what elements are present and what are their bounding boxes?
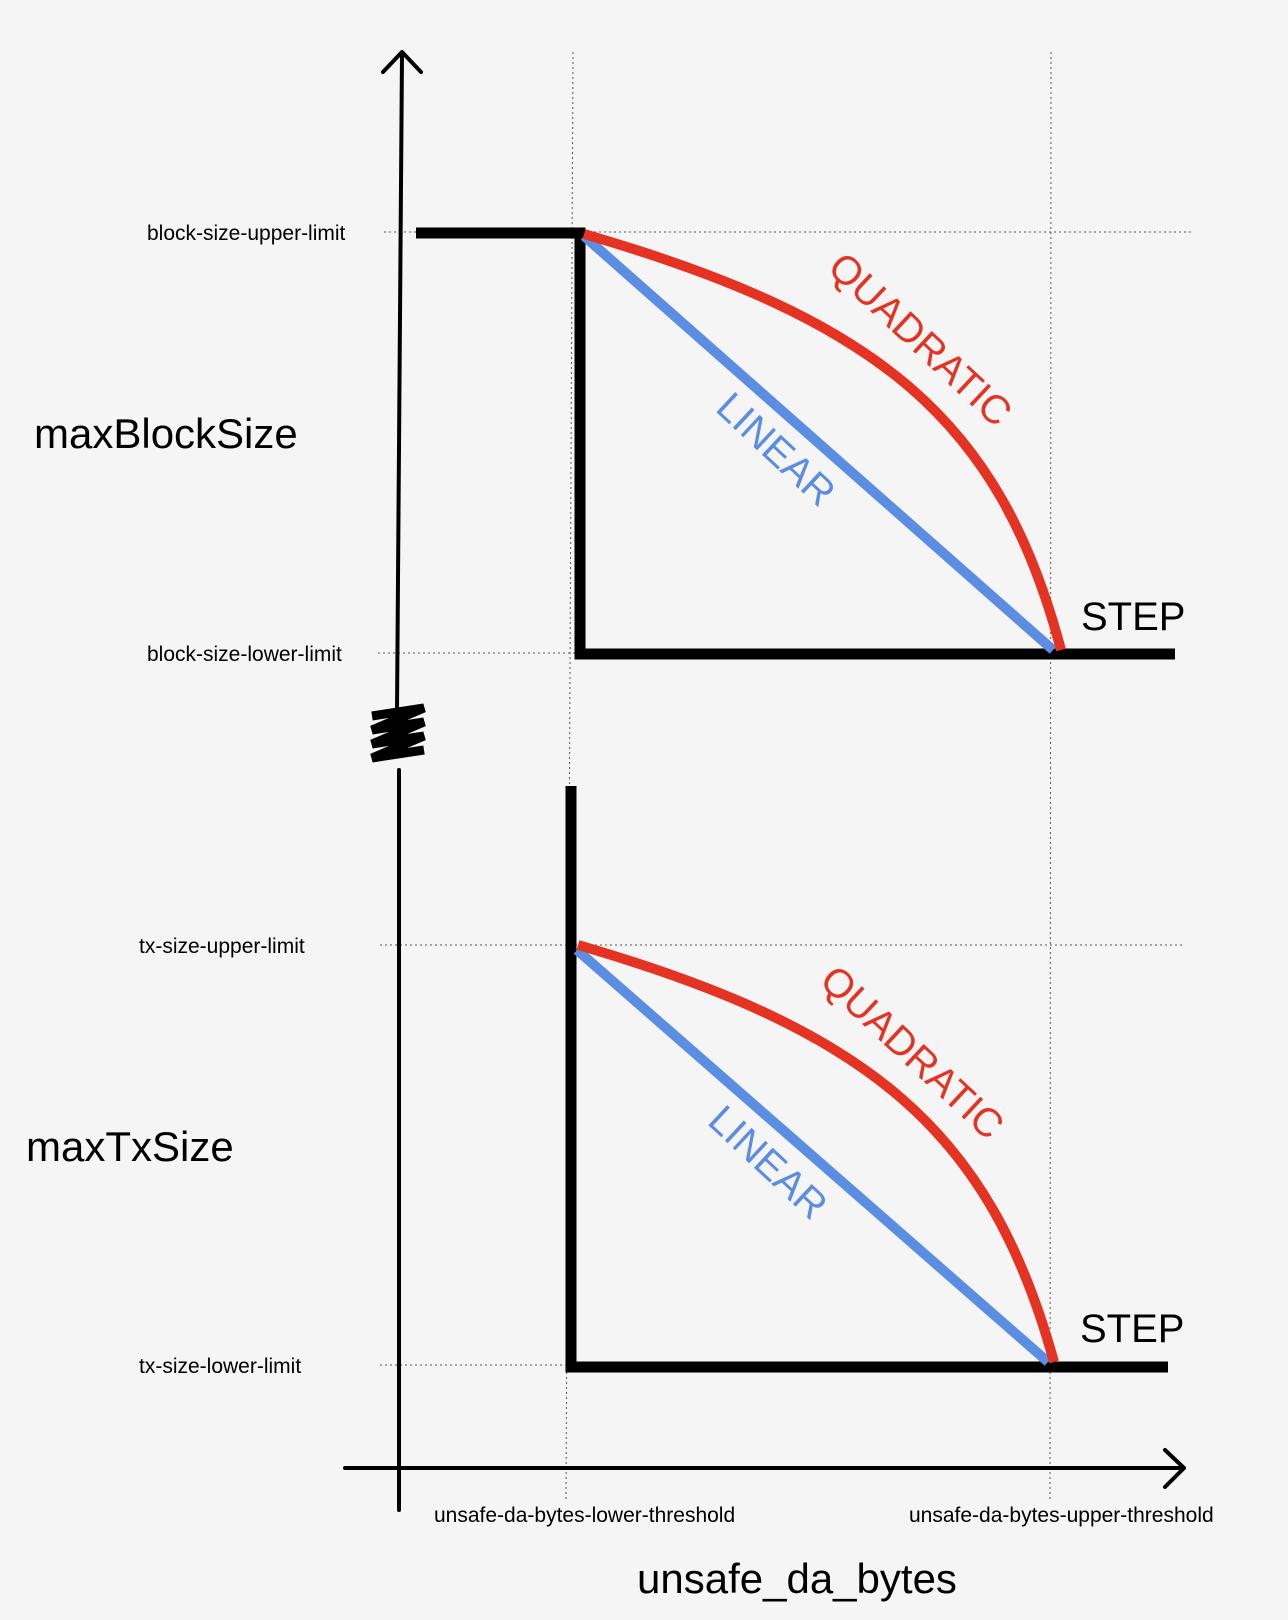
y-axis-arrowhead bbox=[381, 50, 423, 74]
x-axis-arrowhead bbox=[1163, 1448, 1186, 1489]
top-quadratic-curve bbox=[582, 229, 1066, 652]
top-panel-title: maxBlockSize bbox=[34, 410, 298, 457]
bottom-quadratic-curve bbox=[576, 940, 1059, 1364]
block-size-upper-limit-label: block-size-upper-limit bbox=[147, 222, 346, 245]
y-axis-upper bbox=[395, 52, 404, 712]
guide-upper-threshold-vertical bbox=[1049, 51, 1052, 1501]
top-step-line bbox=[416, 227, 1175, 660]
bottom-step-label: STEP bbox=[1080, 1307, 1184, 1351]
axes bbox=[343, 50, 1186, 1512]
bottom-step-line bbox=[565, 786, 1168, 1373]
axis-break-zigzag-icon bbox=[370, 703, 426, 763]
tx-size-lower-limit-label: tx-size-lower-limit bbox=[139, 1355, 301, 1378]
tx-size-upper-limit-label: tx-size-upper-limit bbox=[139, 935, 305, 958]
upper-threshold-label: unsafe-da-bytes-upper-threshold bbox=[909, 1504, 1214, 1527]
bottom-linear-line bbox=[573, 946, 1052, 1366]
block-size-lower-limit-label: block-size-lower-limit bbox=[147, 643, 342, 666]
lower-threshold-label: unsafe-da-bytes-lower-threshold bbox=[434, 1504, 735, 1527]
bottom-panel-curves bbox=[565, 786, 1168, 1373]
x-axis-title: unsafe_da_bytes bbox=[637, 1555, 957, 1602]
top-step-label: STEP bbox=[1081, 595, 1185, 639]
top-panel-curves bbox=[416, 227, 1175, 660]
bottom-panel-title: maxTxSize bbox=[26, 1123, 234, 1170]
guide-lines bbox=[378, 51, 1192, 1501]
top-linear-line bbox=[580, 232, 1057, 654]
